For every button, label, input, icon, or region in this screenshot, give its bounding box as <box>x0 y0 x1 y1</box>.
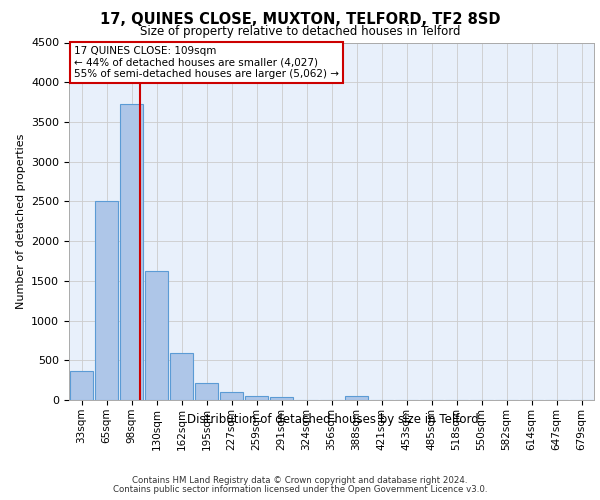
Bar <box>345 396 368 400</box>
Bar <box>120 104 143 400</box>
Text: Distribution of detached houses by size in Telford: Distribution of detached houses by size … <box>187 412 479 426</box>
Bar <box>95 200 118 400</box>
Text: 17 QUINES CLOSE: 109sqm
← 44% of detached houses are smaller (4,027)
55% of semi: 17 QUINES CLOSE: 109sqm ← 44% of detache… <box>74 46 339 80</box>
Bar <box>245 396 268 400</box>
Text: Contains public sector information licensed under the Open Government Licence v3: Contains public sector information licen… <box>113 485 487 494</box>
Bar <box>195 382 218 400</box>
Bar <box>220 392 243 400</box>
Text: 17, QUINES CLOSE, MUXTON, TELFORD, TF2 8SD: 17, QUINES CLOSE, MUXTON, TELFORD, TF2 8… <box>100 12 500 28</box>
Text: Size of property relative to detached houses in Telford: Size of property relative to detached ho… <box>140 25 460 38</box>
Bar <box>145 270 168 400</box>
Y-axis label: Number of detached properties: Number of detached properties <box>16 134 26 309</box>
Bar <box>270 397 293 400</box>
Text: Contains HM Land Registry data © Crown copyright and database right 2024.: Contains HM Land Registry data © Crown c… <box>132 476 468 485</box>
Bar <box>170 353 193 400</box>
Bar <box>70 370 93 400</box>
